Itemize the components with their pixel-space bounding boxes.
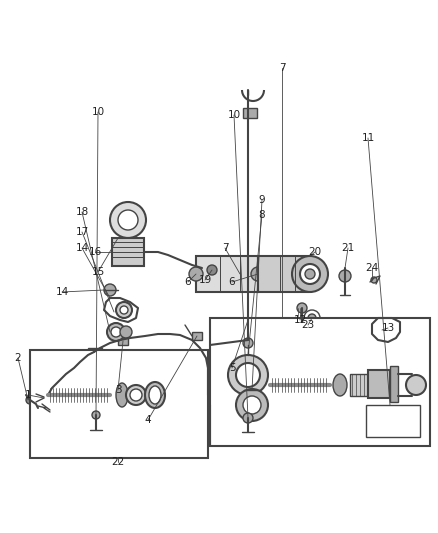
Text: 18: 18 [75,207,88,217]
Bar [366,405,420,437]
Circle shape [406,375,426,395]
Text: 10: 10 [227,110,240,120]
Circle shape [371,277,377,283]
Text: 23: 23 [301,320,314,330]
Text: 11: 11 [361,133,374,143]
Circle shape [92,411,100,419]
Text: 22: 22 [111,457,125,467]
Bar [390,366,398,402]
Text: 2: 2 [15,353,21,363]
Text: 17: 17 [75,227,88,237]
Text: 5: 5 [229,363,235,373]
Text: 10: 10 [92,107,105,117]
Circle shape [300,264,320,284]
Bar [368,370,390,398]
Text: 3: 3 [115,385,121,395]
Circle shape [96,354,104,362]
Text: 14: 14 [55,287,69,297]
Bar [350,374,368,396]
Text: 13: 13 [381,323,395,333]
Circle shape [88,349,96,357]
Circle shape [386,334,394,342]
Text: 19: 19 [198,275,212,285]
Circle shape [107,323,125,341]
Circle shape [297,303,307,313]
Circle shape [41,393,51,403]
Text: 7: 7 [222,243,228,253]
Text: 12: 12 [293,315,307,325]
Circle shape [104,284,116,296]
Circle shape [111,327,121,337]
Circle shape [236,363,260,387]
Bar [88,348,102,358]
Bar [196,256,258,292]
Text: 14: 14 [75,243,88,253]
Circle shape [305,269,315,279]
Circle shape [26,396,34,404]
Text: 15: 15 [92,267,105,277]
Bar [118,337,128,345]
Circle shape [304,310,320,326]
Circle shape [189,267,203,281]
Circle shape [120,306,128,314]
Circle shape [251,267,265,281]
Text: 21: 21 [341,243,355,253]
Text: 6: 6 [229,277,235,287]
Circle shape [228,355,268,395]
Bar [243,108,257,118]
Circle shape [339,270,351,282]
Text: 4: 4 [145,415,151,425]
Circle shape [243,338,253,348]
Circle shape [120,326,132,338]
Text: 16: 16 [88,247,102,257]
Text: 6: 6 [185,277,191,287]
Ellipse shape [149,386,161,404]
Circle shape [126,385,146,405]
Circle shape [243,396,261,414]
Circle shape [243,413,253,423]
Circle shape [308,314,316,322]
Text: 8: 8 [259,210,265,220]
Bar [258,256,308,292]
Circle shape [130,389,142,401]
Circle shape [116,302,132,318]
Circle shape [207,265,217,275]
Ellipse shape [145,382,165,408]
Bar [210,318,430,446]
Ellipse shape [116,383,128,407]
Bar [30,350,208,458]
Text: 1: 1 [25,390,31,400]
Text: 20: 20 [308,247,321,257]
Bar [192,332,202,340]
Circle shape [236,389,268,421]
Text: 7: 7 [279,63,285,73]
Ellipse shape [333,374,347,396]
Circle shape [292,256,328,292]
Bar [112,238,144,266]
Circle shape [118,210,138,230]
Text: 24: 24 [365,263,378,273]
Circle shape [380,320,390,330]
Text: 9: 9 [259,195,265,205]
Circle shape [110,202,146,238]
